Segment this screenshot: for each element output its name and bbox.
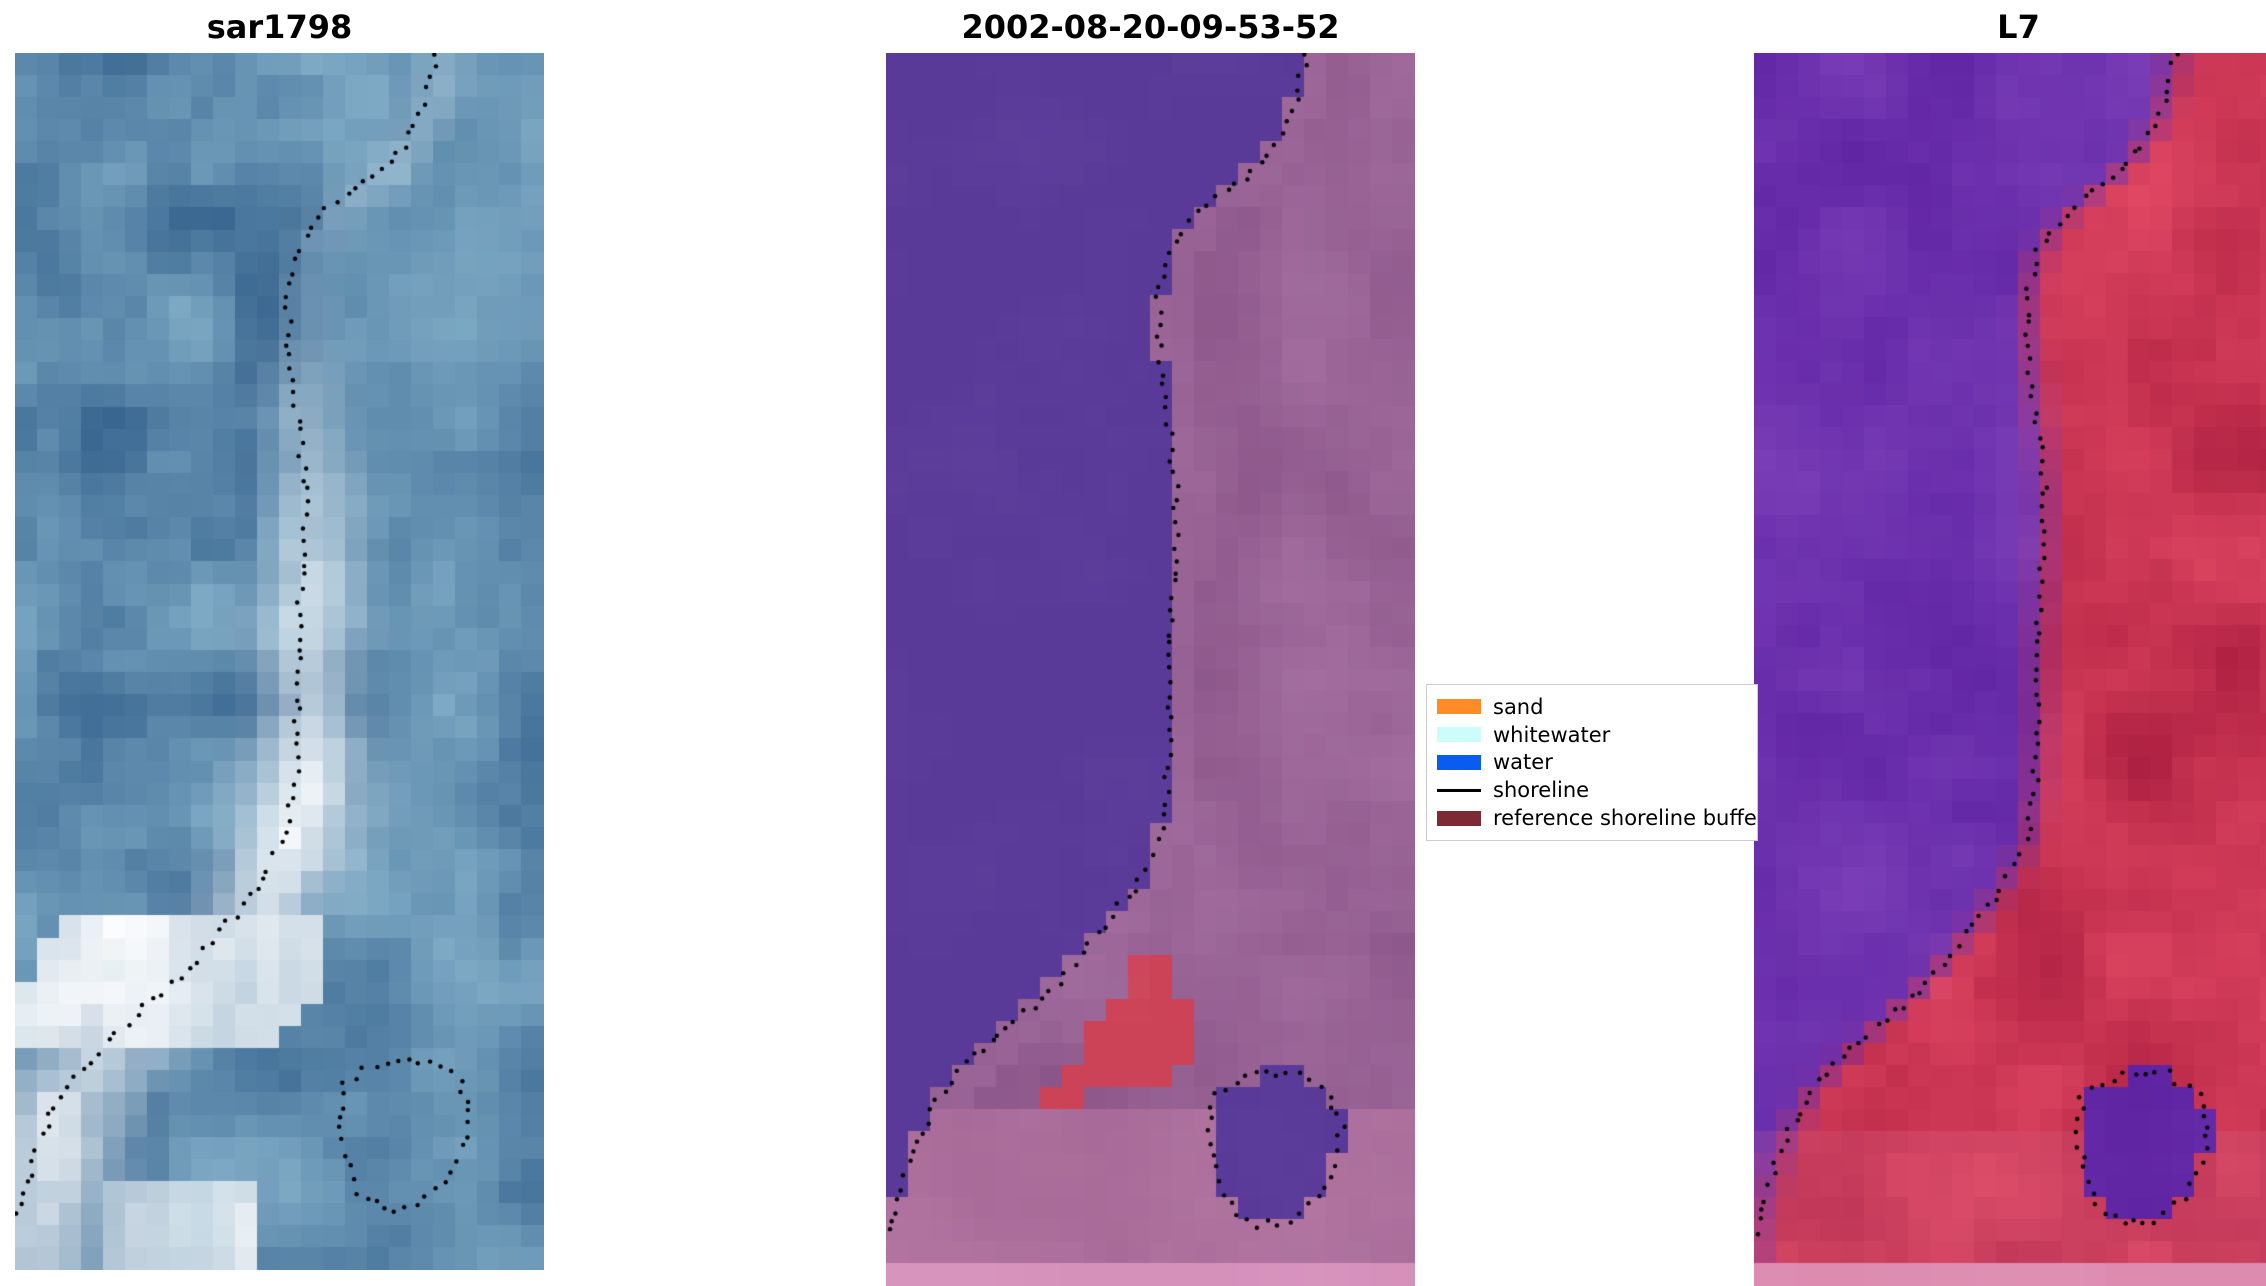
l7-image-panel [1754,53,2266,1286]
legend-label-shoreline: shoreline [1493,778,1590,803]
classification-image-panel [886,53,1415,1286]
panel-title-sar1798: sar1798 [206,8,353,46]
panel-title-date: 2002-08-20-09-53-52 [961,8,1340,46]
legend-label-sand: sand [1493,694,1544,719]
legend-swatch-water-icon [1437,754,1481,770]
legend-item-sand: sand [1437,693,1747,721]
legend-item-shoreline: shoreline [1437,776,1747,804]
legend-swatch-reference-icon [1437,810,1481,826]
panel-title-l7: L7 [1997,8,2040,46]
legend-label-reference: reference shoreline buffer [1493,806,1758,831]
legend-item-reference: reference shoreline buffer [1437,804,1757,832]
legend-swatch-shoreline-icon [1437,788,1481,792]
sar-image-panel [15,53,544,1270]
legend-swatch-whitewater-icon [1437,727,1481,743]
legend-item-whitewater: whitewater [1437,721,1747,749]
legend-swatch-sand-icon [1437,699,1481,715]
legend-item-water: water [1437,749,1747,777]
legend: sand whitewater water shoreline reference sh… [1426,684,1758,841]
legend-label-whitewater: whitewater [1493,722,1611,747]
legend-label-water: water [1493,750,1553,775]
